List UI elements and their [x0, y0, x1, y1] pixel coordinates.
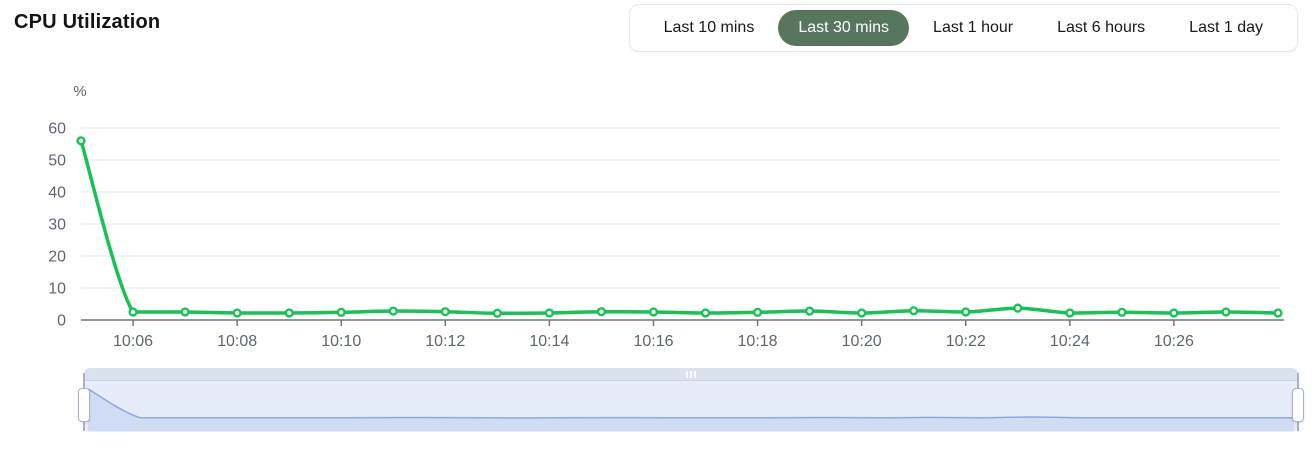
cpu-line-chart: 0 10 20 30 40 50 60 % 10:06 10:08 10:10 10:12 10:1… [48, 83, 1284, 350]
svg-text:10:20: 10:20 [842, 333, 882, 350]
svg-text:10:24: 10:24 [1050, 333, 1090, 350]
svg-text:30: 30 [48, 217, 66, 234]
svg-text:60: 60 [48, 121, 66, 138]
grip-icon [686, 370, 688, 378]
brush-track[interactable] [84, 368, 1298, 432]
series-line [79, 139, 1280, 316]
brush-handle-right[interactable] [1292, 388, 1304, 422]
time-range-selector: Last 10 mins Last 30 mins Last 1 hour Last … [628, 4, 1298, 52]
grip-icon [694, 370, 696, 378]
svg-text:10:10: 10:10 [321, 333, 361, 350]
time-brush[interactable] [78, 368, 1304, 432]
svg-text:10:06: 10:06 [113, 333, 153, 350]
svg-text:10:26: 10:26 [1154, 333, 1194, 350]
svg-text:40: 40 [48, 185, 66, 202]
svg-text:50: 50 [48, 153, 66, 170]
x-axis-labels: 10:06 10:08 10:10 10:12 10:14 10:16 10:18 10:20… [113, 333, 1194, 350]
y-axis-labels: 0 10 20 30 40 50 60 [48, 121, 66, 330]
svg-text:10:18: 10:18 [738, 333, 778, 350]
range-option-last-1-day[interactable]: Last 1 day [1169, 10, 1283, 45]
svg-text:10:08: 10:08 [217, 333, 257, 350]
page-title: CPU Utilization [14, 11, 161, 33]
svg-text:10:16: 10:16 [633, 333, 673, 350]
brush-move-handle[interactable] [84, 368, 1298, 381]
svg-text:10:14: 10:14 [529, 333, 569, 350]
grip-icon [690, 370, 692, 378]
svg-text:20: 20 [48, 249, 66, 266]
svg-text:10:22: 10:22 [946, 333, 986, 350]
brush-mini-chart [87, 388, 1295, 431]
range-option-last-6-hours[interactable]: Last 6 hours [1037, 10, 1165, 45]
svg-text:10: 10 [48, 281, 66, 298]
grid-lines [81, 127, 1281, 289]
svg-text:0: 0 [57, 313, 66, 330]
series-markers [76, 136, 1283, 318]
range-option-last-1-hour[interactable]: Last 1 hour [913, 10, 1033, 45]
x-axis [81, 319, 1284, 326]
brush-handle-left[interactable] [78, 388, 90, 422]
y-axis-unit-label: % [73, 83, 86, 100]
range-option-last-30-mins[interactable]: Last 30 mins [778, 10, 910, 46]
svg-text:10:12: 10:12 [425, 333, 465, 350]
range-option-last-10-mins[interactable]: Last 10 mins [644, 10, 775, 45]
